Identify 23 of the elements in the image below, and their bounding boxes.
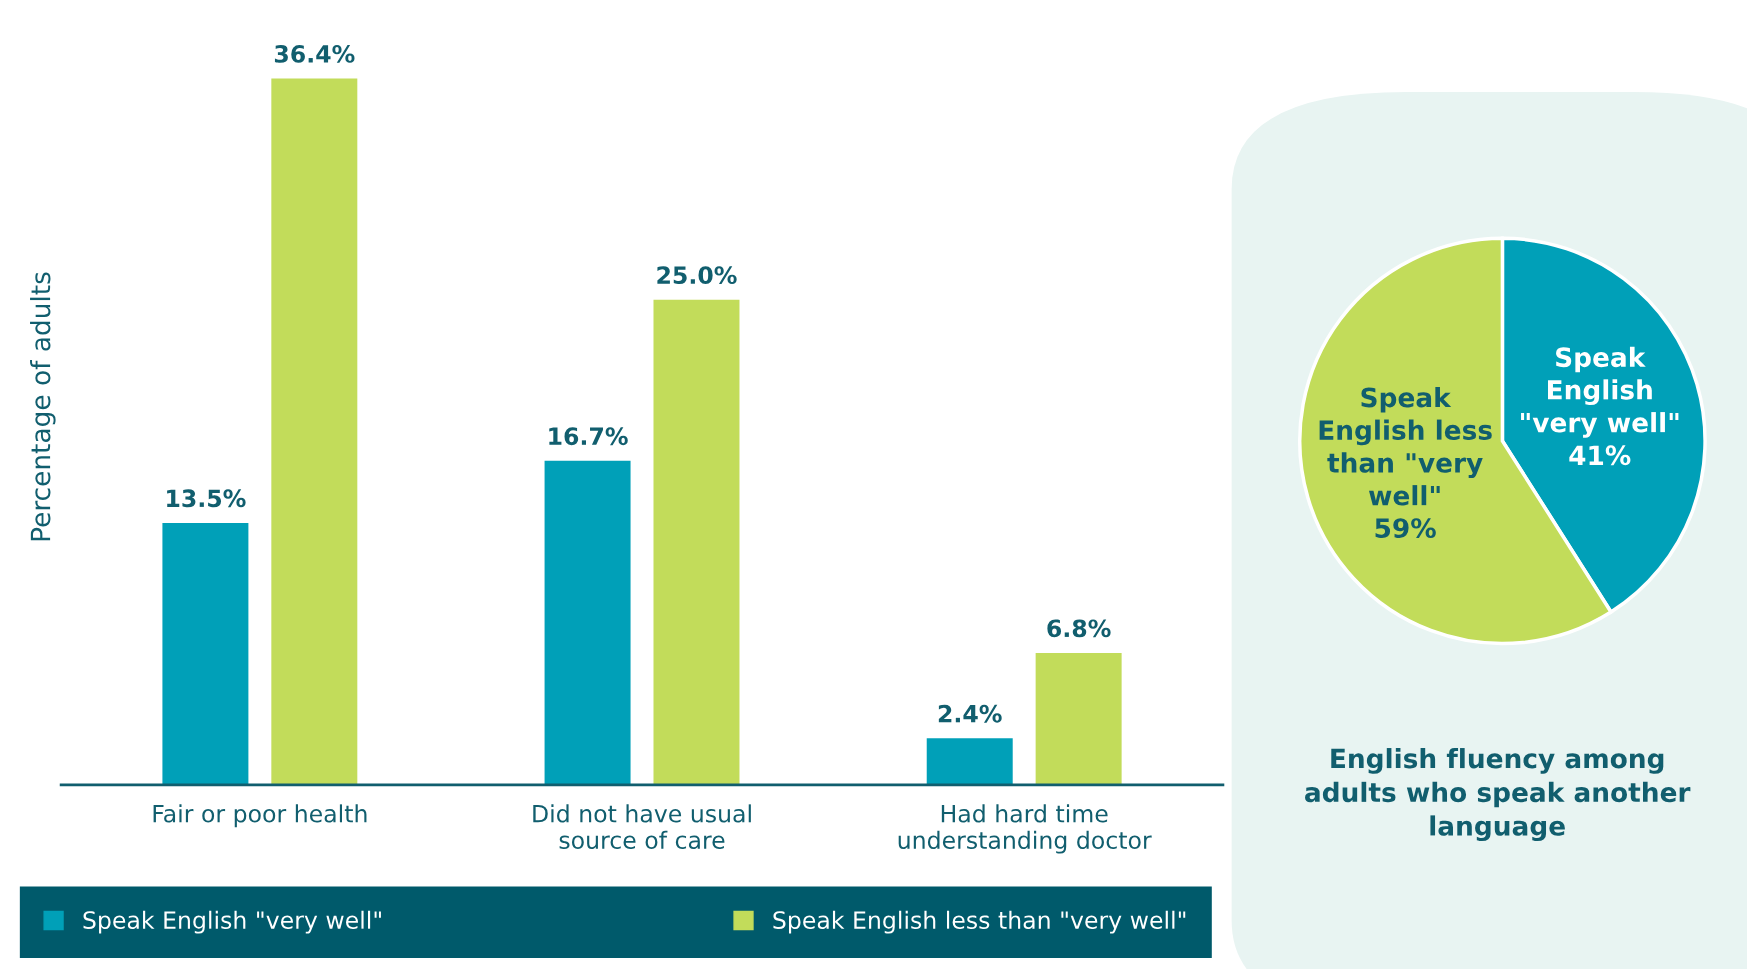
legend-label: Speak English less than "very well"	[773, 910, 1186, 934]
data-label: 25.0%	[657, 266, 737, 285]
x-tick-label: Had hard time understanding doctor	[898, 804, 1152, 854]
data-label: 16.7%	[549, 427, 628, 446]
x-tick-label: Did not have usual source of care	[533, 804, 751, 850]
data-label: 2.4%	[938, 704, 1002, 723]
slice-label: Speak English less than "very well"	[1319, 387, 1492, 506]
data-label: 41%	[1569, 445, 1631, 466]
bar	[544, 460, 631, 785]
y-axis-title: Percentage of adults	[30, 272, 56, 541]
data-label: 13.5%	[167, 489, 246, 508]
bar	[926, 738, 1013, 785]
bar	[162, 522, 249, 785]
data-label: 59%	[1375, 518, 1436, 539]
bar	[271, 78, 358, 785]
text: English fluency among adults who speak another language	[1305, 748, 1691, 842]
data-label: 6.8%	[1047, 619, 1111, 638]
bar	[1035, 652, 1122, 785]
data-label: 36.4%	[274, 44, 355, 63]
slice-label: Speak English "very well"	[1521, 346, 1679, 438]
legend-label: Speak English "very well"	[83, 910, 381, 934]
bar	[653, 299, 740, 785]
x-tick-label: Fair or poor health	[153, 804, 367, 828]
